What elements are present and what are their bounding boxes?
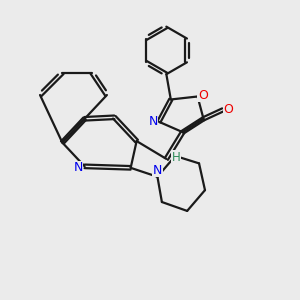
Text: N: N: [148, 115, 158, 128]
Text: N: N: [153, 164, 162, 177]
Text: O: O: [198, 88, 208, 101]
Text: O: O: [223, 103, 233, 116]
Text: N: N: [74, 161, 83, 174]
Text: H: H: [172, 151, 180, 164]
